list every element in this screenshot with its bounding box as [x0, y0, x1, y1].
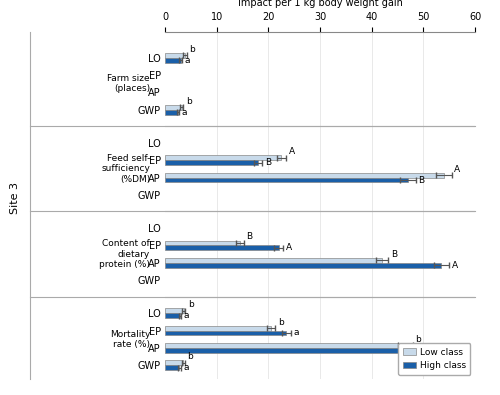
Text: a: a [184, 311, 190, 320]
Text: a: a [184, 56, 190, 65]
Bar [165, 241, 240, 245]
Bar [165, 313, 180, 318]
Bar [165, 178, 408, 182]
X-axis label: Impact per 1 kg body weight gain: Impact per 1 kg body weight gain [238, 0, 402, 8]
Text: b: b [190, 45, 195, 54]
Text: b: b [416, 335, 422, 344]
Legend: Low class, High class: Low class, High class [398, 343, 470, 375]
Text: Mortality
rate (%): Mortality rate (%) [110, 329, 150, 349]
Bar [165, 155, 281, 160]
Text: Farm size
(places): Farm size (places) [108, 74, 150, 94]
Bar [165, 365, 180, 370]
Bar [165, 343, 405, 348]
Bar [165, 110, 178, 115]
Bar [165, 348, 426, 353]
Bar [165, 53, 184, 58]
Text: A: A [286, 243, 292, 252]
Bar [165, 258, 382, 263]
Text: b: b [186, 97, 192, 106]
Text: a: a [182, 108, 188, 117]
Bar [165, 173, 444, 178]
Text: B: B [391, 250, 397, 259]
Text: Site 3: Site 3 [10, 181, 20, 214]
Text: Content of
dietary
protein (%): Content of dietary protein (%) [99, 239, 150, 269]
Text: b: b [188, 300, 194, 309]
Bar [165, 58, 180, 62]
Bar [165, 245, 278, 250]
Bar [165, 360, 183, 365]
Text: B: B [246, 233, 252, 241]
Text: A: A [288, 147, 294, 156]
Text: a: a [184, 363, 189, 372]
Text: A: A [454, 165, 460, 174]
Text: B: B [418, 175, 424, 184]
Bar [165, 160, 258, 165]
Text: b: b [187, 352, 193, 361]
Bar [165, 308, 184, 313]
Bar [165, 105, 182, 110]
Bar [165, 263, 441, 268]
Bar [165, 325, 271, 331]
Text: B: B [264, 158, 271, 167]
Text: a: a [438, 346, 444, 355]
Text: b: b [278, 318, 283, 327]
Text: a: a [294, 329, 299, 337]
Text: Feed self-
sufficiency
(%DM): Feed self- sufficiency (%DM) [101, 154, 150, 184]
Bar [165, 331, 286, 335]
Text: A: A [452, 261, 458, 270]
